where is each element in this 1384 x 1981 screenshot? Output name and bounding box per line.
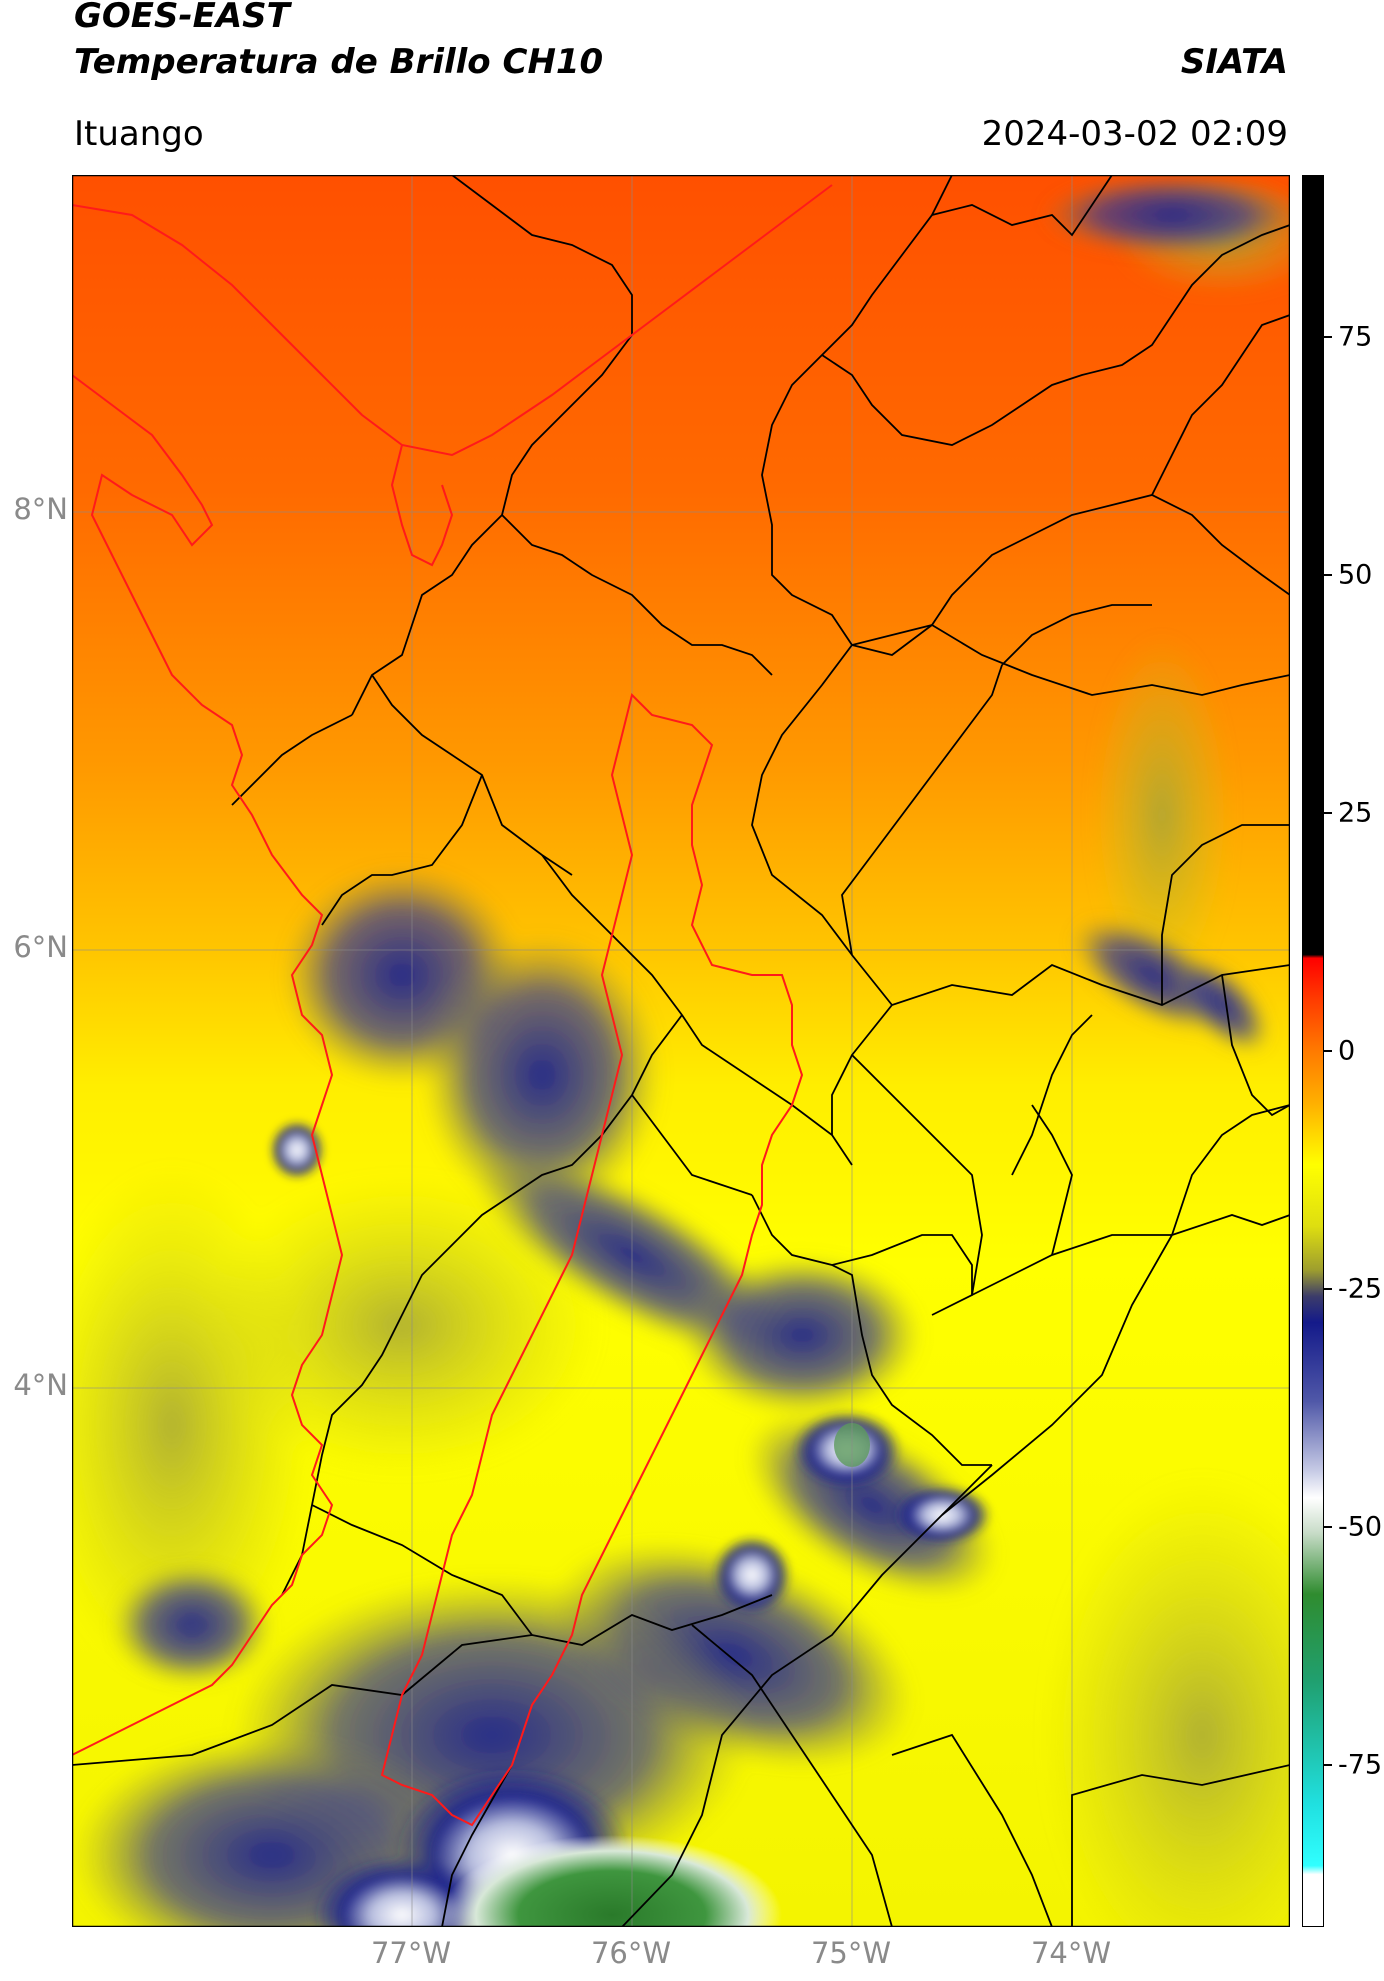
- colorbar-tick-mark: [1324, 1764, 1332, 1767]
- map-frame: [72, 175, 1290, 1927]
- colorbar-tick-label: -75: [1338, 1749, 1383, 1781]
- lat-label-8n: 8°N: [13, 492, 68, 526]
- colorbar-tick-label: 25: [1338, 797, 1373, 829]
- lat-label-4n: 4°N: [13, 1368, 68, 1402]
- colorbar-tick-mark: [1324, 811, 1332, 814]
- brand-label: SIATA: [1180, 42, 1288, 82]
- colorbar-tick-mark: [1324, 1526, 1332, 1529]
- colorbar-tick-mark: [1324, 1288, 1332, 1291]
- lon-label-76w: 76°W: [590, 1936, 672, 1970]
- colorbar-tick-label: -25: [1338, 1273, 1383, 1305]
- very-cold-core: [442, 1835, 782, 1927]
- colorbar-tick-mark: [1324, 1050, 1332, 1052]
- colorbar-tick-label: -50: [1338, 1511, 1383, 1543]
- datetime-label: 2024-03-02 02:09: [981, 114, 1288, 154]
- colorbar-tick-label: 50: [1338, 559, 1373, 591]
- colorbar-tick-label: 0: [1338, 1035, 1356, 1067]
- coastline-and-region-outline: [72, 184, 833, 1827]
- colorbar-tick-mark: [1324, 573, 1332, 576]
- colorbar-tick-label: 75: [1338, 321, 1373, 353]
- brightness-temperature-map: [72, 175, 1290, 1927]
- cold-cloud-tops: [72, 175, 1290, 1927]
- colorbar: [1302, 175, 1324, 1927]
- lon-label-77w: 77°W: [370, 1936, 452, 1970]
- product-title: Temperatura de Brillo CH10: [74, 42, 604, 82]
- location-label: Ituango: [74, 114, 204, 154]
- colorbar-tick-mark: [1324, 335, 1332, 338]
- lat-label-6n: 6°N: [13, 930, 68, 964]
- lon-label-74w: 74°W: [1030, 1936, 1112, 1970]
- department-borders: [72, 175, 1290, 1927]
- satellite-title: GOES-EAST: [74, 0, 290, 36]
- lon-label-75w: 75°W: [810, 1936, 892, 1970]
